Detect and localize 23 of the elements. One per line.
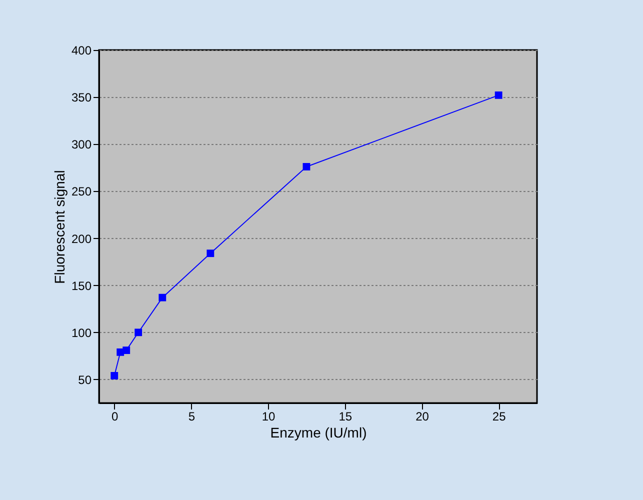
x-tick-label: 25: [492, 410, 506, 424]
point: [134, 328, 142, 336]
y-axis-title: Fluorescent signal: [51, 170, 68, 284]
y-tick-label: 50: [78, 372, 92, 387]
y-tick-label: 250: [71, 184, 92, 199]
x-tick-label: 15: [338, 410, 352, 424]
point: [158, 294, 166, 302]
point: [206, 250, 214, 258]
y-tick-label: 300: [71, 138, 92, 152]
y-tick-label: 400: [71, 44, 92, 58]
point: [110, 372, 118, 380]
x-tick-label: 10: [262, 410, 276, 424]
y-tick-label: 350: [71, 90, 92, 105]
x-tick-label: 5: [188, 410, 196, 424]
x-tick-label: 20: [416, 410, 430, 424]
point: [494, 91, 502, 99]
point: [302, 163, 310, 170]
y-tick-label: 200: [71, 232, 92, 246]
x-tick-label: 0: [112, 410, 119, 424]
x-axis-title: Enzyme (IU/ml): [270, 424, 367, 440]
y-tick-label: 150: [71, 278, 92, 293]
point: [122, 346, 130, 354]
y-tick-label: 100: [71, 326, 92, 340]
